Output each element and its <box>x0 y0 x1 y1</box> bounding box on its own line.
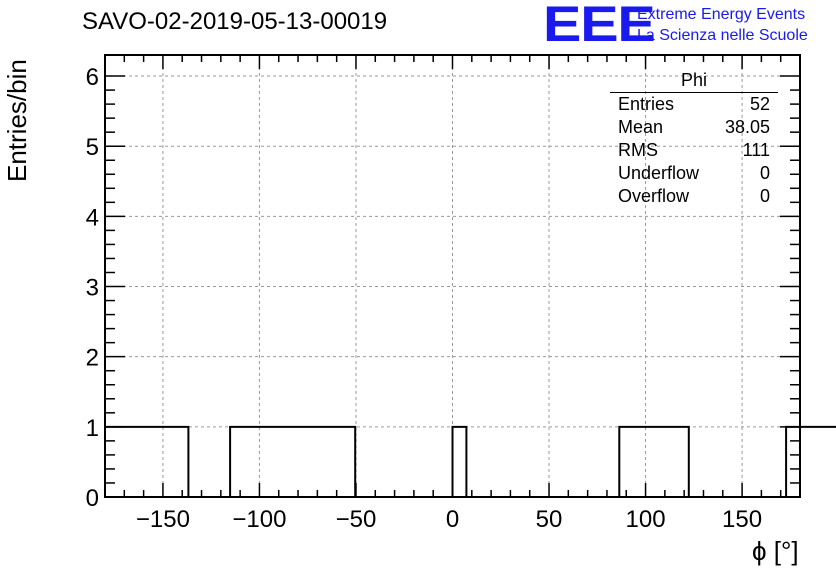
x-axis-label: ϕ [°] <box>752 536 799 566</box>
histogram-bin <box>175 427 189 497</box>
y-tick-label: 4 <box>86 204 99 231</box>
histogram-bin <box>105 427 119 497</box>
histogram-bin <box>272 427 286 497</box>
logo-line-1: Extreme Energy Events <box>637 6 806 23</box>
eee-logo: EEE <box>543 0 656 52</box>
histogram-bin <box>786 427 800 497</box>
chart-title: SAVO-02-2019-05-13-00019 <box>82 8 388 35</box>
histogram-bin <box>230 427 244 497</box>
x-tick-label: 100 <box>626 506 666 533</box>
stats-row-overflow: Overflow 0 <box>610 185 778 208</box>
y-tick-label: 5 <box>86 134 99 161</box>
y-tick-label: 0 <box>86 485 99 512</box>
histogram-bin <box>314 427 328 497</box>
histogram-bin <box>647 427 661 497</box>
x-tick-label: −150 <box>136 506 190 533</box>
histogram-bin <box>661 427 675 497</box>
stats-label: Underflow <box>618 163 700 183</box>
stats-value: 52 <box>749 94 770 114</box>
stats-label: Entries <box>618 94 675 114</box>
stats-label: Overflow <box>618 186 690 206</box>
x-tick-label: 50 <box>536 506 563 533</box>
stats-row-entries: Entries 52 <box>610 93 778 116</box>
x-tick-label: −50 <box>336 506 377 533</box>
stats-label: Mean <box>618 117 664 137</box>
stats-value: 0 <box>759 186 770 206</box>
stats-title: Phi <box>610 70 778 93</box>
stats-row-underflow: Underflow 0 <box>610 162 778 185</box>
y-tick-label: 2 <box>86 345 99 372</box>
histogram-bin <box>244 427 258 497</box>
histogram-bin <box>675 427 689 497</box>
histogram-bin <box>133 427 147 497</box>
stats-box: Phi Entries 52 Mean 38.05 RMS 111 Underf… <box>610 70 778 208</box>
histogram-bin <box>147 427 161 497</box>
logo-line-2: La Scienza nelle Scuole <box>637 27 808 44</box>
histogram-bin <box>119 427 133 497</box>
stats-row-rms: RMS 111 <box>610 139 778 162</box>
histogram-bin <box>619 427 633 497</box>
logo-caption: Extreme Energy Events La Scienza nelle S… <box>637 4 808 46</box>
histogram-bin <box>814 427 828 497</box>
stats-value: 0 <box>759 163 770 183</box>
x-tick-label: 0 <box>446 506 459 533</box>
stats-row-mean: Mean 38.05 <box>610 116 778 139</box>
histogram-bin <box>300 427 314 497</box>
x-tick-label: −100 <box>232 506 286 533</box>
histogram-bin <box>286 427 300 497</box>
histogram-bin <box>800 427 814 497</box>
histogram-bin <box>341 427 355 497</box>
y-tick-label: 1 <box>86 415 99 442</box>
x-tick-label: 150 <box>722 506 762 533</box>
y-tick-label: 6 <box>86 64 99 91</box>
stats-value: 38.05 <box>724 117 770 137</box>
histogram-bin <box>453 427 467 497</box>
stats-label: RMS <box>618 140 658 160</box>
y-tick-label: 3 <box>86 275 99 302</box>
stats-value: 111 <box>742 140 770 160</box>
histogram-bin <box>327 427 341 497</box>
histogram-bin <box>828 427 836 497</box>
